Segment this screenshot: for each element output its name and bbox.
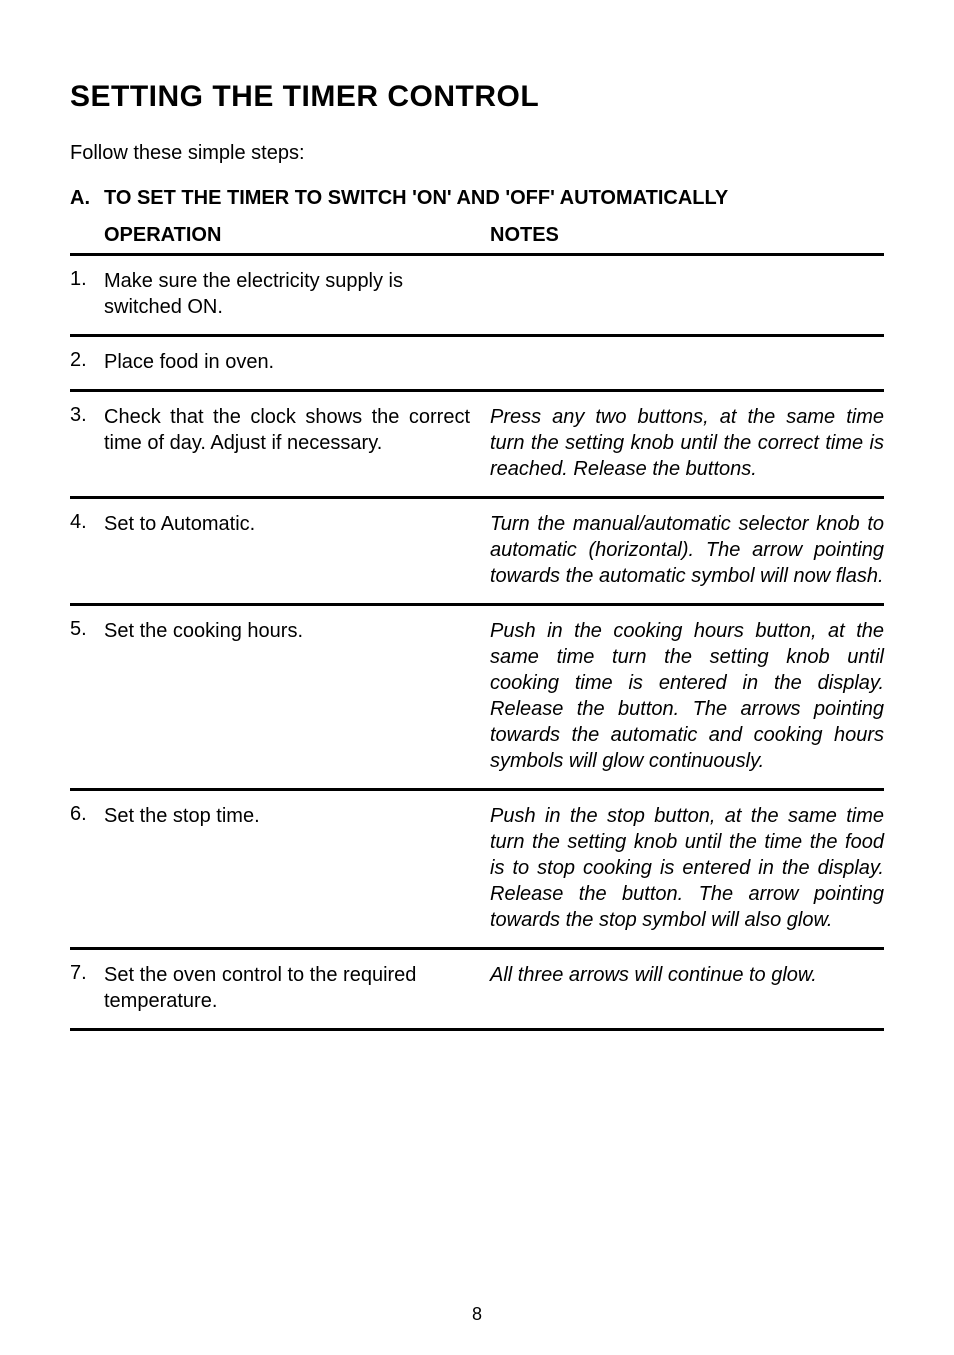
intro-text: Follow these simple steps:: [70, 142, 884, 165]
page: SETTING THE TIMER CONTROL Follow these s…: [0, 0, 954, 1355]
page-number: 8: [0, 1304, 954, 1325]
row-number: 4.: [70, 511, 104, 589]
operation-text: Set the cooking hours.: [104, 618, 490, 774]
table-row: 6. Set the stop time. Push in the stop b…: [70, 791, 884, 950]
row-number: 2.: [70, 349, 104, 375]
section-heading-text: TO SET THE TIMER TO SWITCH 'ON' AND 'OFF…: [104, 187, 728, 209]
table-row: 4. Set to Automatic. Turn the manual/aut…: [70, 499, 884, 606]
table-row: 5. Set the cooking hours. Push in the co…: [70, 606, 884, 791]
operation-text: Place food in oven.: [104, 349, 490, 375]
operation-text: Set the oven control to the required tem…: [104, 962, 490, 1014]
row-number: 1.: [70, 268, 104, 320]
column-headers: OPERATION NOTES: [70, 224, 884, 256]
note-text: Turn the manual/automatic selector knob …: [490, 511, 884, 589]
operation-text: Set to Automatic.: [104, 511, 490, 589]
table-row: 1. Make sure the electricity supply is s…: [70, 256, 884, 337]
row-number: 7.: [70, 962, 104, 1014]
table-row: 7. Set the oven control to the required …: [70, 950, 884, 1031]
row-number: 6.: [70, 803, 104, 933]
note-text: [490, 349, 884, 375]
note-text: [490, 268, 884, 320]
operation-text: Check that the clock shows the correct t…: [104, 404, 490, 482]
section-letter: A.: [70, 187, 104, 210]
page-title: SETTING THE TIMER CONTROL: [70, 80, 884, 114]
operation-header: OPERATION: [104, 224, 490, 247]
operation-text: Set the stop time.: [104, 803, 490, 933]
section-heading: A.TO SET THE TIMER TO SWITCH 'ON' AND 'O…: [70, 187, 884, 210]
header-spacer: [70, 224, 104, 247]
row-number: 5.: [70, 618, 104, 774]
note-text: All three arrows will continue to glow.: [490, 962, 884, 1014]
row-number: 3.: [70, 404, 104, 482]
table-row: 3. Check that the clock shows the correc…: [70, 392, 884, 499]
operation-text: Make sure the electricity supply is swit…: [104, 268, 490, 320]
note-text: Press any two buttons, at the same time …: [490, 404, 884, 482]
note-text: Push in the cooking hours button, at the…: [490, 618, 884, 774]
table-row: 2. Place food in oven.: [70, 337, 884, 392]
notes-header: NOTES: [490, 224, 884, 247]
note-text: Push in the stop button, at the same tim…: [490, 803, 884, 933]
